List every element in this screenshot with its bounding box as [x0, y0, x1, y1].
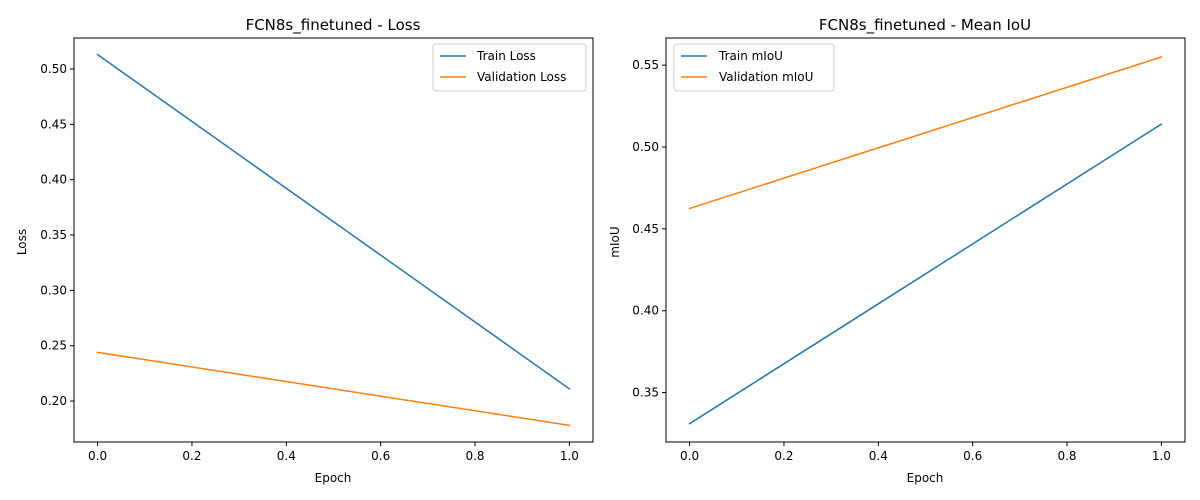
miou-chart-y-tick-label: 0.45 [632, 222, 659, 236]
miou-chart-x-tick-label: 0.6 [963, 449, 982, 463]
series-line-train-miou [688, 123, 1163, 425]
miou-chart-legend: Train mIoU Validation mIoU [673, 43, 835, 92]
miou-chart-lines [688, 56, 1163, 425]
miou-chart-x-tick-label: 0.2 [774, 449, 793, 463]
miou-chart-y-tick-label: 0.50 [632, 140, 659, 154]
loss-chart-y-tick-label: 0.35 [40, 228, 67, 242]
legend-label-validation-miou: Validation mIoU [719, 70, 813, 84]
legend-label-train-miou: Train mIoU [718, 49, 783, 63]
loss-chart-y-ticks: 0.20 0.25 0.30 0.35 0.40 0.45 0.50 [40, 62, 74, 408]
legend-label-validation-loss: Validation Loss [477, 70, 566, 84]
miou-chart-x-tick-label: 0.8 [1057, 449, 1076, 463]
miou-chart-y-ticks: 0.35 0.40 0.45 0.50 0.55 [632, 58, 666, 400]
miou-chart-xlabel: Epoch [907, 471, 944, 485]
loss-chart-xlabel: Epoch [315, 471, 352, 485]
miou-chart-y-tick-label: 0.40 [632, 304, 659, 318]
loss-chart-x-tick-label: 0.4 [277, 449, 296, 463]
loss-chart-x-tick-label: 0.6 [371, 449, 390, 463]
loss-chart-x-ticks: 0.0 0.2 0.4 0.6 0.8 1.0 [88, 442, 579, 463]
series-line-validation-miou [688, 56, 1163, 210]
loss-chart-x-tick-label: 1.0 [560, 449, 579, 463]
loss-chart-legend: Train Loss Validation Loss [432, 43, 587, 92]
loss-chart-y-tick-label: 0.25 [40, 339, 67, 353]
legend-label-train-loss: Train Loss [476, 49, 536, 63]
loss-chart-y-tick-label: 0.45 [40, 117, 67, 131]
series-line-train-loss [96, 53, 571, 390]
loss-chart-x-tick-label: 0.2 [182, 449, 201, 463]
miou-chart-y-tick-label: 0.35 [632, 386, 659, 400]
miou-chart-ylabel: mIoU [608, 226, 622, 257]
loss-chart-x-tick-label: 0.8 [465, 449, 484, 463]
miou-chart-x-tick-label: 0.4 [869, 449, 888, 463]
loss-chart-y-tick-label: 0.40 [40, 173, 67, 187]
loss-chart-legend-box [432, 43, 587, 92]
miou-chart: FCN8s_finetuned - Mean IoU Epoch mIoU 0.… [608, 16, 1186, 485]
loss-chart-ylabel: Loss [15, 229, 29, 255]
loss-chart-y-tick-label: 0.50 [40, 62, 67, 76]
miou-chart-x-tick-label: 0.0 [680, 449, 699, 463]
series-line-validation-loss [96, 351, 571, 427]
miou-chart-legend-box [673, 43, 835, 92]
miou-chart-x-ticks: 0.0 0.2 0.4 0.6 0.8 1.0 [680, 442, 1171, 463]
loss-chart-y-tick-label: 0.20 [40, 394, 67, 408]
miou-chart-plot-frame [665, 37, 1186, 443]
loss-chart-lines [96, 53, 571, 427]
miou-chart-y-tick-label: 0.55 [632, 58, 659, 72]
loss-chart-title: FCN8s_finetuned - Loss [246, 16, 421, 35]
loss-chart-x-tick-label: 0.0 [88, 449, 107, 463]
loss-chart-y-tick-label: 0.30 [40, 283, 67, 297]
loss-chart: FCN8s_finetuned - Loss Epoch Loss 0.0 0.2… [15, 16, 594, 485]
miou-chart-title: FCN8s_finetuned - Mean IoU [819, 16, 1031, 35]
loss-chart-plot-frame [73, 37, 594, 443]
miou-chart-x-tick-label: 1.0 [1152, 449, 1171, 463]
